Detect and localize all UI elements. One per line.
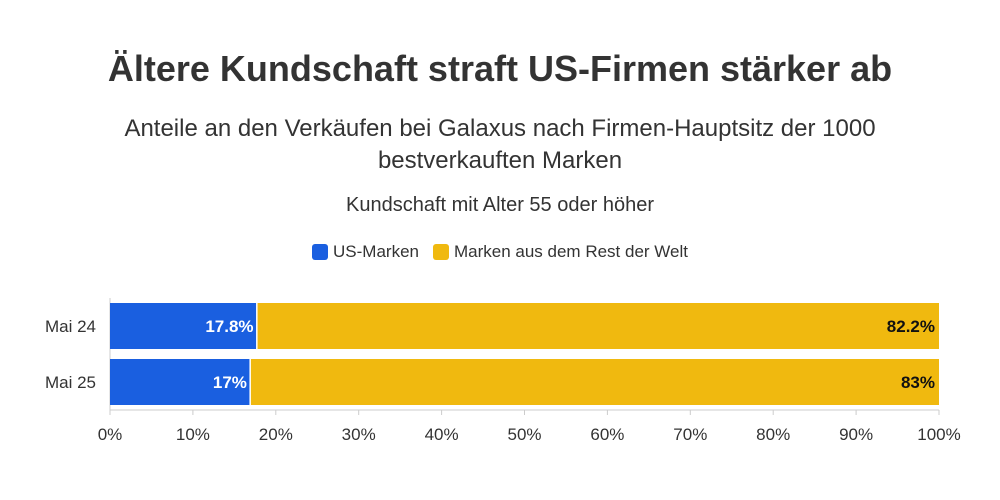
x-tick-label-4: 40% — [425, 425, 459, 444]
chart-subtitle: Anteile an den Verkäufen bei Galaxus nac… — [0, 113, 1000, 177]
data-label-rest-1: 83% — [901, 373, 935, 392]
x-tick-label-3: 30% — [342, 425, 376, 444]
bar-us-0[interactable] — [110, 303, 257, 349]
data-label-us-0: 17.8% — [205, 317, 253, 336]
chart-subtitle-line-2: bestverkauften Marken — [377, 147, 623, 174]
legend-label-us: US-Marken — [333, 242, 419, 261]
category-label-0: Mai 24 — [45, 317, 96, 336]
x-tick-label-7: 70% — [673, 425, 707, 444]
x-tick-label-6: 60% — [590, 425, 624, 444]
bar-us-1[interactable] — [110, 359, 250, 405]
legend-item-us[interactable]: US-Marken — [312, 242, 419, 262]
legend-item-rest[interactable]: Marken aus dem Rest der Welt — [432, 242, 688, 262]
category-label-1: Mai 25 — [45, 373, 96, 392]
x-tick-label-2: 20% — [259, 425, 293, 444]
legend-swatch-us — [312, 244, 329, 260]
legend-swatch-rest — [432, 244, 449, 260]
chart-subtitle-secondary: Kundschaft mit Alter 55 oder höher — [346, 194, 654, 216]
x-tick-label-0: 0% — [98, 425, 123, 444]
legend-label-rest: Marken aus dem Rest der Welt — [453, 242, 688, 261]
chart-subtitle-line-1: Anteile an den Verkäufen bei Galaxus nac… — [124, 115, 876, 142]
bar-rest-1[interactable] — [250, 359, 939, 405]
x-tick-label-8: 80% — [756, 425, 790, 444]
bar-rest-0[interactable] — [257, 303, 939, 349]
data-label-us-1: 17% — [213, 373, 247, 392]
data-label-rest-0: 82.2% — [887, 317, 935, 336]
x-tick-label-5: 50% — [507, 425, 541, 444]
x-tick-label-9: 90% — [839, 425, 873, 444]
chart-title: Ältere Kundschaft straft US-Firmen stärk… — [107, 48, 893, 89]
x-tick-label-1: 10% — [176, 425, 210, 444]
legend: US-Marken Marken aus dem Rest der Welt — [0, 242, 1000, 262]
x-tick-label-10: 100% — [917, 425, 960, 444]
